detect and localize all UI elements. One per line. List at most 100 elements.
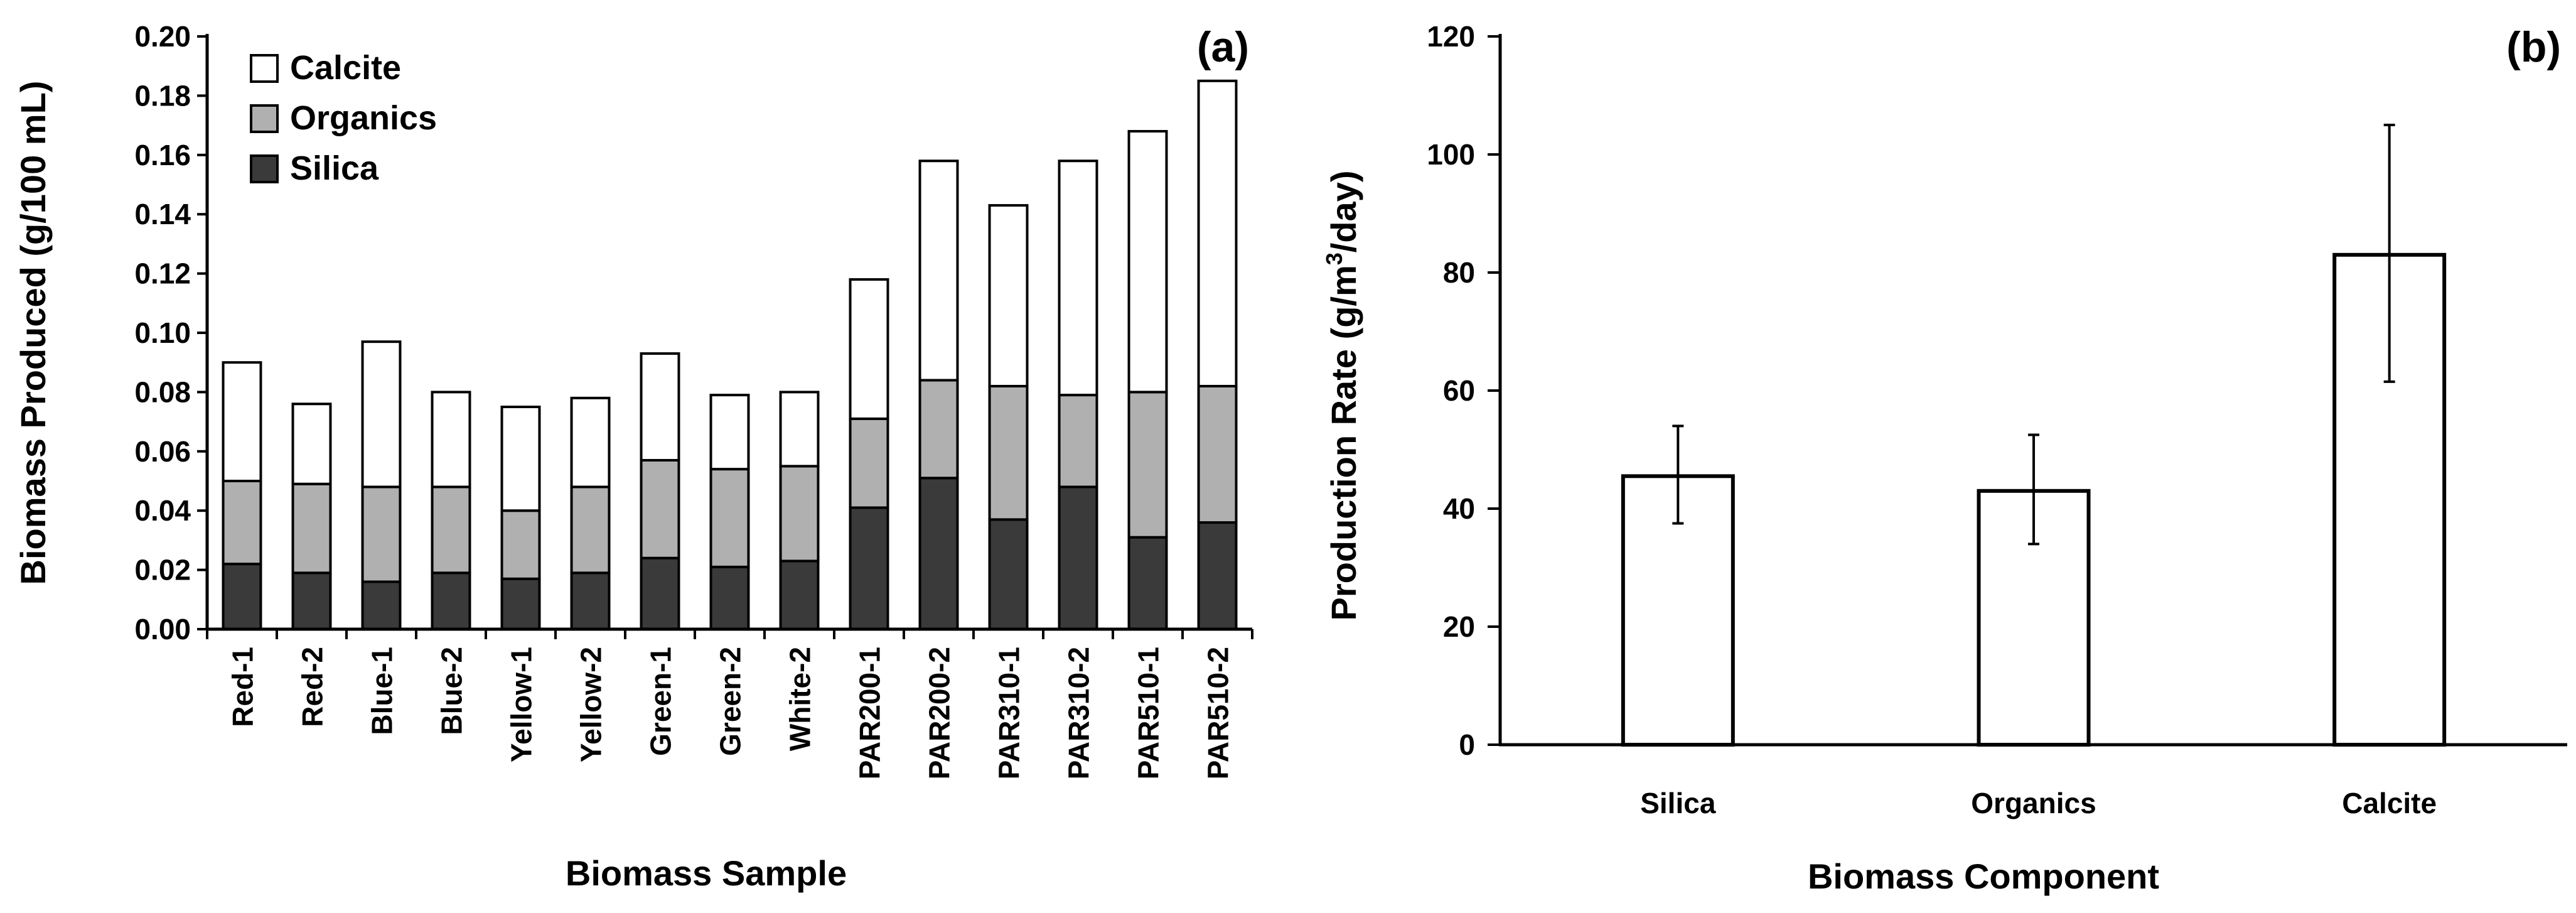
bar-silica-green-1 bbox=[640, 556, 680, 630]
chart-b-y-tick-label: 120 bbox=[1427, 20, 1475, 53]
bar-organics-par200-1 bbox=[849, 417, 889, 509]
bar-calcite-par200-1 bbox=[849, 278, 889, 420]
bar-calcite-par510-1 bbox=[1127, 130, 1168, 394]
chart-a-x-tick-label: Yellow-1 bbox=[505, 647, 538, 762]
chart-a-y-tick-label: 0.00 bbox=[134, 613, 191, 646]
chart-a-y-tick-label: 0.10 bbox=[134, 316, 191, 349]
bar-organics-par510-2 bbox=[1197, 384, 1238, 524]
chart-a-x-tick-label: Green-2 bbox=[714, 647, 747, 756]
chart-a-x-tick-label: PAR200-1 bbox=[854, 647, 886, 779]
bar-silica-yellow-1 bbox=[500, 577, 541, 631]
chart-b-x-tick-label: Organics bbox=[1971, 787, 2096, 819]
chart-a-y-tick-labels: 0.00 0.02 0.04 0.06 0.08 0.10 0.12 0.14 0.16 0.18… bbox=[134, 20, 191, 646]
chart-b-y-axis-label: Production Rate (g/m3/day) bbox=[1321, 171, 1363, 621]
bar-silica-par200-2 bbox=[918, 477, 959, 631]
bar-organics-red-1 bbox=[222, 480, 262, 566]
chart-a-y-tick-label: 0.02 bbox=[134, 554, 191, 586]
chart-a-y-tick-label: 0.04 bbox=[134, 494, 191, 527]
bar-silica-par310-1 bbox=[988, 518, 1029, 630]
chart-b-y-tick-label: 100 bbox=[1427, 138, 1475, 171]
bar-silica-par510-1 bbox=[1127, 536, 1168, 630]
chart-a-x-tick-label: PAR310-1 bbox=[993, 647, 1026, 779]
bar-organics-green-1 bbox=[640, 458, 680, 559]
bar-silica-yellow-2 bbox=[570, 571, 611, 631]
chart-a-axes bbox=[197, 34, 1253, 639]
chart-a-x-tick-label: Blue-1 bbox=[366, 647, 399, 735]
chart-b-y-tick-label: 60 bbox=[1443, 374, 1475, 407]
bar-organics-yellow-1 bbox=[500, 509, 541, 580]
chart-b-y-axis-label-suffix: /day) bbox=[1324, 171, 1363, 253]
chart-a-legend: Calcite Organics Silica bbox=[250, 49, 437, 187]
bar-silica-red-1 bbox=[222, 563, 262, 630]
legend-label-silica: Silica bbox=[290, 149, 379, 187]
chart-a-x-tick-label: Green-1 bbox=[645, 647, 677, 756]
chart-b-y-axis-label-prefix: Production Rate (g/m bbox=[1324, 265, 1363, 620]
chart-a-y-tick-label: 0.16 bbox=[134, 139, 191, 171]
legend-swatch-calcite bbox=[250, 54, 279, 83]
legend-label-organics: Organics bbox=[290, 99, 437, 137]
bar-organics-blue-1 bbox=[361, 485, 402, 583]
chart-a: 0.00 0.02 0.04 0.06 0.08 0.10 0.12 0.14 0.16 0.18… bbox=[13, 20, 1253, 893]
bar-silica-white-2 bbox=[779, 559, 820, 630]
chart-b-x-tick-label: Calcite bbox=[2342, 787, 2437, 819]
bar-organics-par200-2 bbox=[918, 379, 959, 480]
chart-b: 0 20 40 60 80 100 120 Silica Organics Calcite (b… bbox=[1321, 20, 2567, 896]
chart-a-x-tick-label: Red-2 bbox=[296, 647, 329, 727]
bar-calcite-red-2 bbox=[291, 402, 332, 485]
chart-b-x-tick-labels: Silica Organics Calcite bbox=[1640, 787, 2437, 819]
chart-a-y-tick-label: 0.14 bbox=[134, 198, 191, 230]
chart-a-x-tick-label: White-2 bbox=[784, 647, 817, 751]
bar-organics-par310-2 bbox=[1058, 394, 1098, 489]
bar-silica-blue-1 bbox=[361, 580, 402, 630]
chart-a-panel-label: (a) bbox=[1197, 23, 1249, 71]
bar-silica-red-2 bbox=[291, 571, 332, 631]
chart-a-x-tick-labels: Red-1 Red-2 Blue-1 Blue-2 Yellow-1 Yellow-2 Gr… bbox=[227, 647, 1235, 779]
chart-b-x-axis-label: Biomass Component bbox=[1808, 856, 2159, 896]
chart-a-y-tick-label: 0.06 bbox=[134, 435, 191, 468]
chart-a-x-tick-label: PAR310-2 bbox=[1063, 647, 1095, 779]
bar-calcite-yellow-1 bbox=[500, 406, 541, 512]
chart-a-x-tick-label: PAR200-2 bbox=[923, 647, 956, 779]
chart-b-y-tick-label: 80 bbox=[1443, 256, 1475, 289]
bar-organics-white-2 bbox=[779, 465, 820, 563]
chart-a-y-axis-label: Biomass Produced (g/100 mL) bbox=[13, 81, 53, 585]
chart-b-y-tick-label: 0 bbox=[1459, 728, 1475, 761]
chart-b-x-tick-label: Silica bbox=[1640, 787, 1716, 819]
bar-calcite-blue-1 bbox=[361, 340, 402, 489]
bar-organics-par510-1 bbox=[1127, 391, 1168, 539]
bar-calcite-blue-2 bbox=[431, 391, 471, 489]
legend-label-calcite: Calcite bbox=[290, 49, 401, 87]
bar-calcite-par310-2 bbox=[1058, 159, 1098, 397]
chart-a-x-tick-label: PAR510-2 bbox=[1202, 647, 1235, 779]
chart-a-y-tick-label: 0.12 bbox=[134, 257, 191, 290]
bar-calcite-par510-2 bbox=[1197, 79, 1238, 387]
bar-calcite-white-2 bbox=[779, 391, 820, 468]
bar-organics-par310-1 bbox=[988, 384, 1029, 521]
chart-a-x-tick-label: Yellow-2 bbox=[575, 647, 608, 762]
chart-b-y-axis-label-sup: 3 bbox=[1321, 252, 1347, 265]
chart-b-panel-label: (b) bbox=[2506, 23, 2561, 71]
bar-organics-blue-2 bbox=[431, 485, 471, 575]
chart-a-y-tick-label: 0.08 bbox=[134, 375, 191, 408]
bar-silica-blue-2 bbox=[431, 571, 471, 631]
chart-a-x-tick-label: Blue-2 bbox=[436, 647, 468, 735]
chart-a-x-axis-label: Biomass Sample bbox=[566, 853, 847, 893]
bar-calcite-par200-2 bbox=[918, 159, 959, 382]
legend-swatch-organics bbox=[250, 104, 279, 133]
bar-organics-green-2 bbox=[709, 468, 750, 568]
chart-a-y-tick-label: 0.18 bbox=[134, 79, 191, 112]
chart-a-x-tick-label: Red-1 bbox=[227, 647, 259, 727]
bar-calcite-green-2 bbox=[709, 394, 750, 471]
bar-calcite-red-1 bbox=[222, 361, 262, 483]
chart-b-y-tick-label: 20 bbox=[1443, 610, 1475, 643]
bar-silica-green-2 bbox=[709, 565, 750, 631]
chart-a-y-tick-label: 0.20 bbox=[134, 20, 191, 53]
bar-calcite-par310-1 bbox=[988, 204, 1029, 387]
legend-swatch-silica bbox=[250, 154, 279, 183]
chart-b-axes bbox=[1488, 34, 2567, 747]
bar-silica-par200-1 bbox=[849, 506, 889, 630]
bar-silica-par510-2 bbox=[1197, 521, 1238, 631]
chart-a-x-tick-label: PAR510-1 bbox=[1132, 647, 1165, 779]
bar-calcite-yellow-2 bbox=[570, 396, 611, 489]
